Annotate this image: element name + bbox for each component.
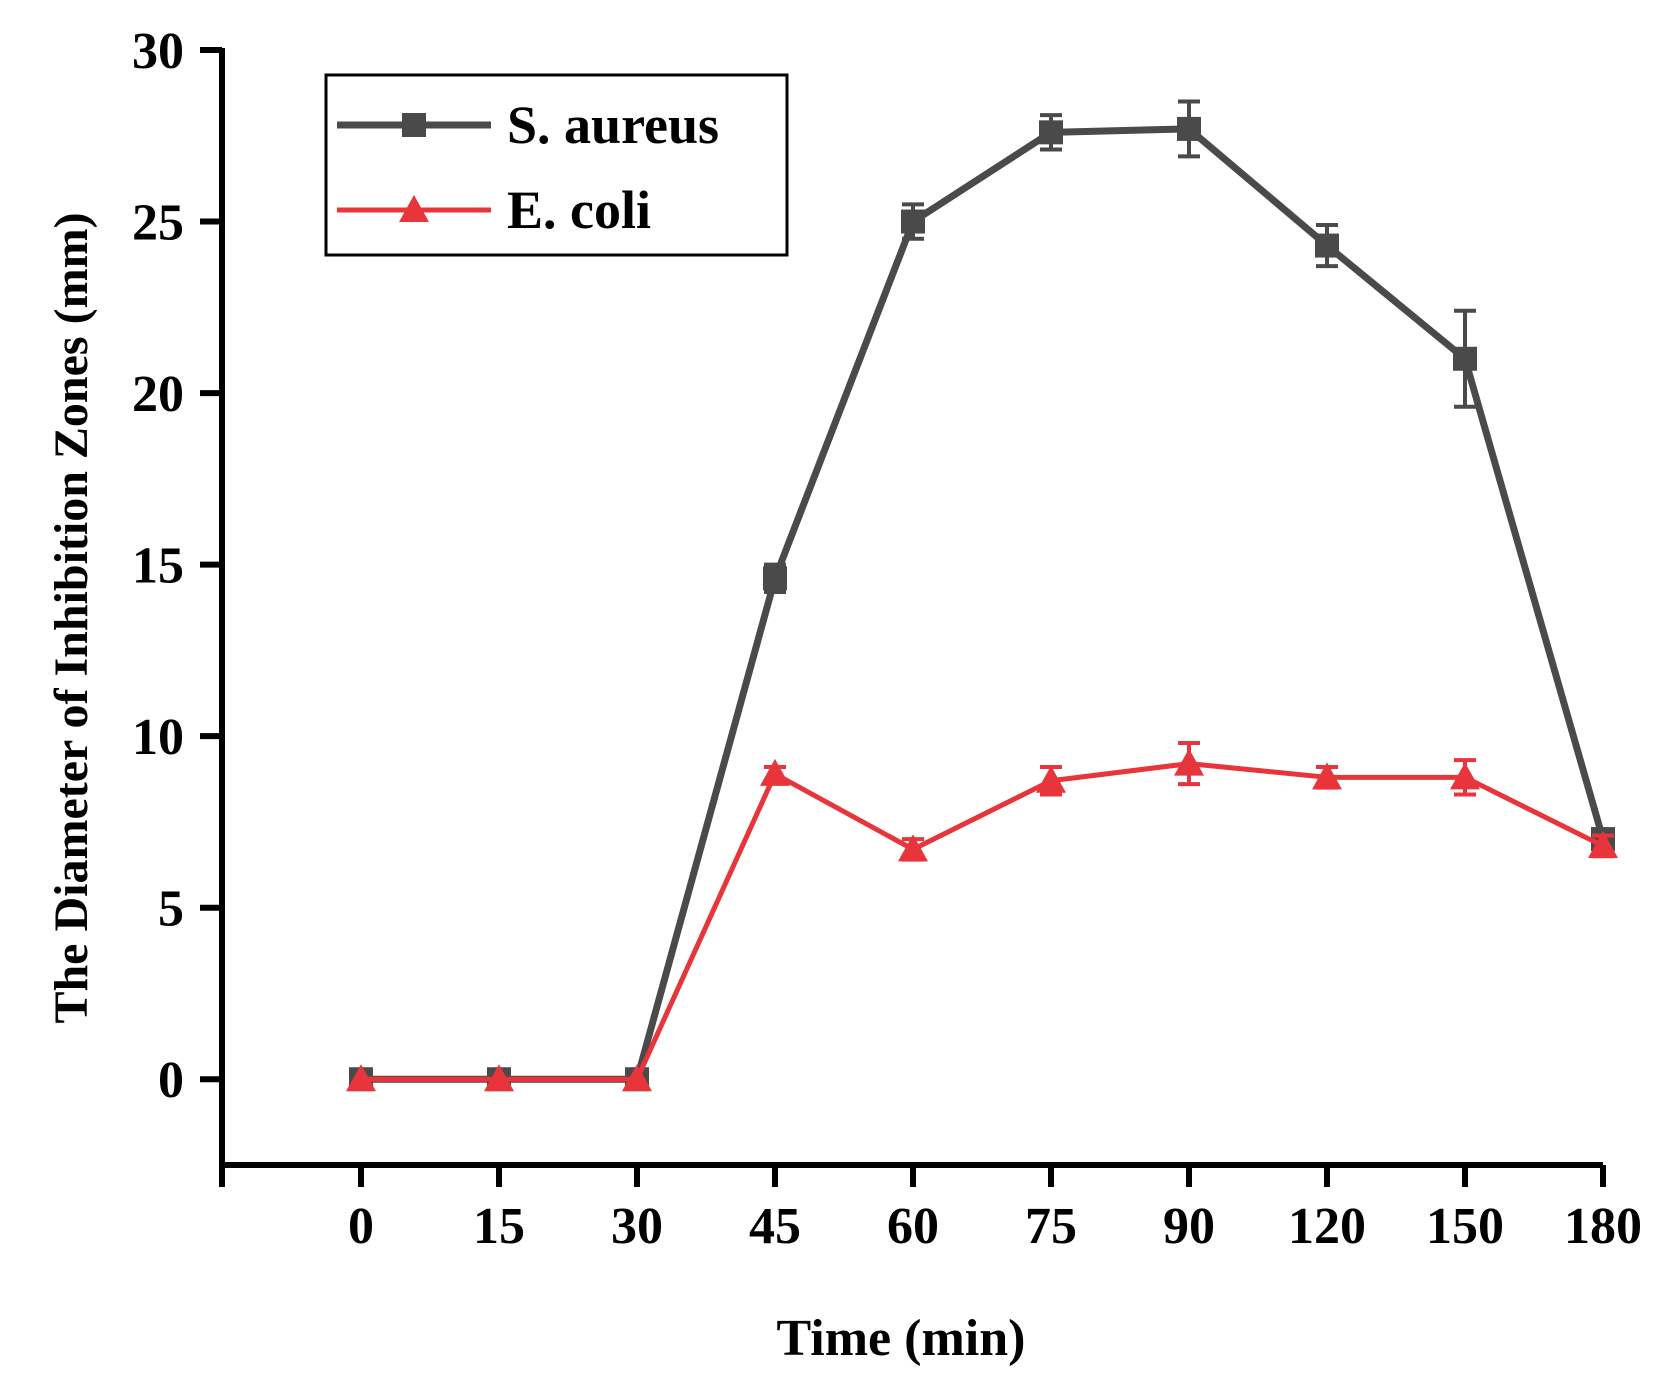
axes: 0 5 10 15 20 25 30 0 15 30 45 60 75 90 120 150 180 (132, 23, 1642, 1255)
data-point (1453, 346, 1477, 371)
data-point (1588, 830, 1618, 858)
data-point (1315, 233, 1339, 258)
y-tick-label: 0 (158, 1052, 184, 1109)
data-point (484, 1064, 514, 1092)
data-point (760, 758, 790, 786)
data-point (901, 209, 925, 234)
x-tick-label: 90 (1163, 1198, 1215, 1255)
x-tick-label: 150 (1426, 1198, 1504, 1255)
series-line (361, 125, 1607, 1083)
x-axis-label: Time (min) (777, 1310, 1026, 1367)
x-tick-label: 15 (473, 1198, 525, 1255)
y-tick-label: 25 (132, 195, 184, 252)
y-tick-label: 10 (132, 709, 184, 766)
data-point (898, 834, 928, 862)
legend-marker (402, 113, 426, 137)
series-line (361, 761, 1605, 1082)
legend: S. aureus E. coli (324, 73, 789, 257)
x-tick-label: 60 (887, 1198, 939, 1255)
data-point (1177, 116, 1201, 141)
y-axis-label: The Diameter of Inhibition Zones (mm) (45, 212, 98, 1023)
data-point (763, 566, 787, 591)
x-tick-label: 0 (348, 1198, 374, 1255)
legend-marker (399, 195, 429, 222)
x-tick-label: 45 (749, 1198, 801, 1255)
y-tick-label: 30 (132, 23, 184, 80)
x-tick-label: 75 (1025, 1198, 1077, 1255)
data-point (346, 1064, 376, 1092)
legend-box (324, 73, 789, 257)
data-point (1039, 120, 1063, 145)
data-point (1450, 762, 1480, 790)
legend-label: E. coli (507, 180, 651, 240)
data-point (1312, 762, 1342, 790)
series-1 (346, 741, 1618, 1092)
x-tick-label: 180 (1564, 1198, 1642, 1255)
data-point (622, 1064, 652, 1092)
y-tick-label: 5 (158, 881, 184, 938)
y-tick-label: 15 (132, 538, 184, 595)
data-point (1036, 765, 1066, 793)
x-tick-label: 30 (611, 1198, 663, 1255)
data-point (1174, 748, 1204, 776)
series-layer (346, 99, 1618, 1092)
legend-label: S. aureus (507, 95, 719, 155)
y-tick-label: 20 (132, 366, 184, 423)
x-tick-label: 120 (1288, 1198, 1366, 1255)
